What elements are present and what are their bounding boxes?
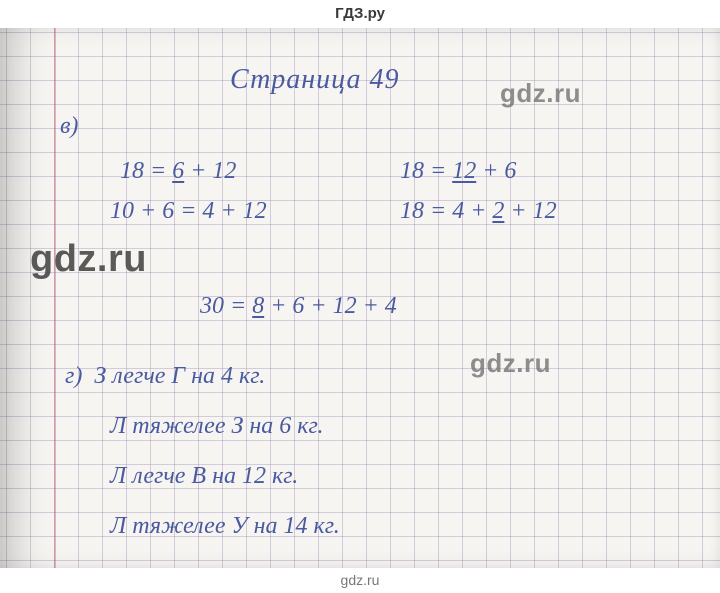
handwritten-line: Л тяжелее З на 6 кг. bbox=[110, 413, 324, 440]
page-title: Страница 49 bbox=[230, 64, 400, 96]
handwritten-line: г) З легче Г на 4 кг. bbox=[65, 363, 265, 390]
handwritten-line: 18 = 12 + 6 bbox=[400, 158, 516, 185]
margin-line bbox=[54, 28, 56, 568]
watermark: gdz.ru bbox=[470, 348, 551, 379]
handwritten-line: Л легче В на 12 кг. bbox=[110, 463, 298, 490]
handwritten-line: 18 = 6 + 12 bbox=[120, 158, 236, 185]
handwritten-line: 30 = 8 + 6 + 12 + 4 bbox=[200, 293, 397, 320]
handwritten-line: в) bbox=[60, 113, 78, 140]
watermark: gdz.ru bbox=[500, 78, 581, 109]
site-footer: gdz.ru bbox=[0, 568, 720, 593]
watermark: gdz.ru bbox=[30, 238, 147, 281]
handwritten-line: 18 = 4 + 2 + 12 bbox=[400, 198, 557, 225]
site-header: ГДЗ.ру bbox=[0, 0, 720, 28]
handwritten-line: 10 + 6 = 4 + 12 bbox=[110, 198, 267, 225]
notebook-paper: Страница 49 в) 18 = 6 + 12 18 = 12 + 6 10 +… bbox=[0, 28, 720, 568]
handwritten-line: Л тяжелее У на 14 кг. bbox=[110, 513, 340, 540]
